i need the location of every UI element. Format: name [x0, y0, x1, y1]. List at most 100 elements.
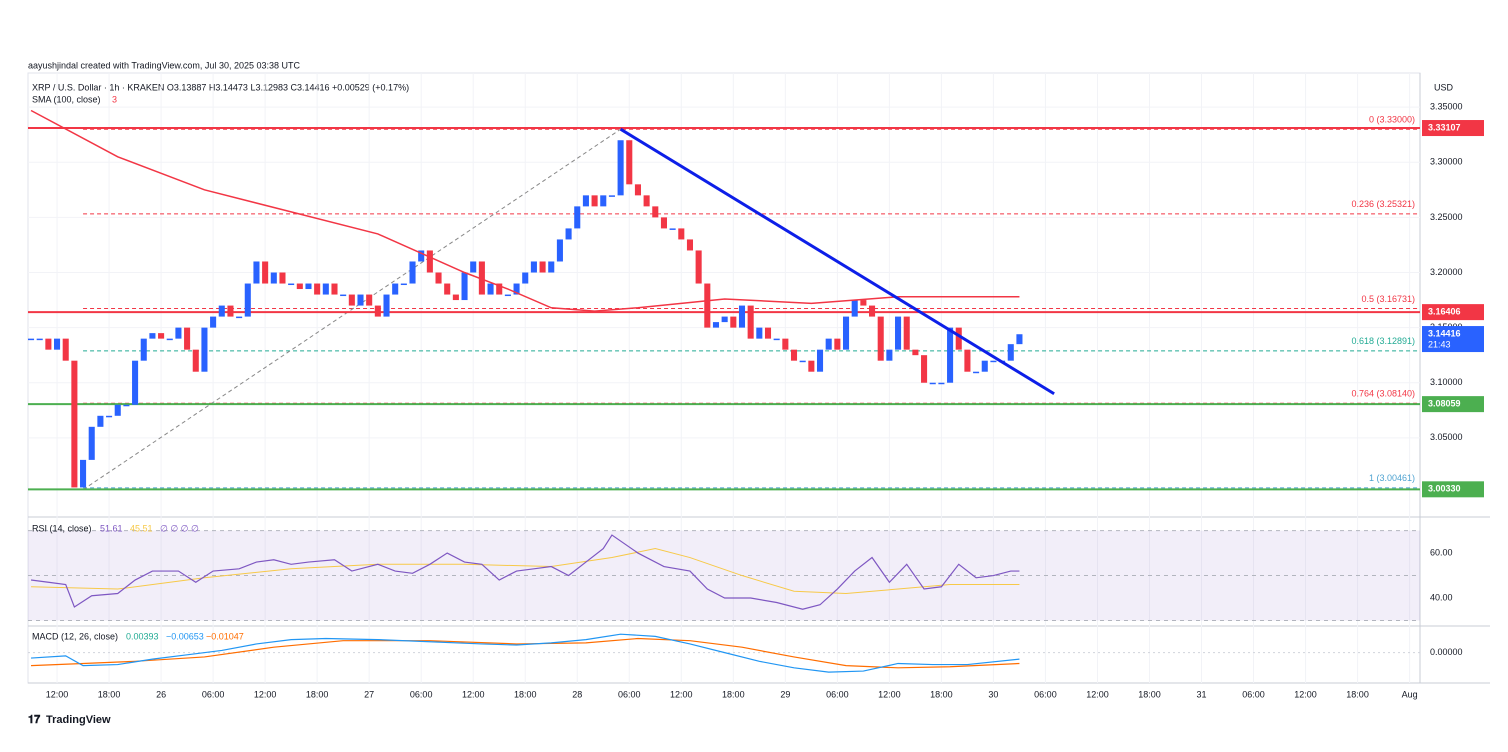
candle [660, 217, 667, 229]
candle [947, 327, 954, 383]
footer-logo: TradingView [46, 714, 111, 726]
last-price-label: 3.14416 [1428, 328, 1461, 338]
x-tick-label: 06:00 [1034, 689, 1057, 699]
candle [990, 360, 997, 363]
countdown: 21:43 [1428, 339, 1451, 349]
logo-mark: 𝟏𝟕 [28, 714, 41, 726]
x-tick-label: 12:00 [670, 689, 693, 699]
y-tick-label: 3.30000 [1430, 157, 1463, 167]
candle [409, 261, 416, 284]
candle [331, 283, 338, 295]
candle [71, 360, 78, 488]
trendline [619, 127, 1055, 396]
macd-reading: −0.00653 [166, 631, 204, 641]
candle [695, 250, 702, 284]
candle [582, 195, 589, 207]
macd-reading: 0.00393 [126, 631, 159, 641]
candle [652, 206, 659, 218]
candle [522, 272, 529, 284]
macd-line [30, 633, 1020, 673]
candle [773, 338, 780, 341]
candle [955, 327, 962, 350]
candle [704, 283, 711, 328]
candle [530, 261, 537, 273]
y-tick-label: 3.35000 [1430, 102, 1463, 112]
candle [513, 283, 520, 295]
rsi-ma [31, 548, 1020, 595]
price-badge-label: 3.33107 [1428, 122, 1461, 132]
x-tick-label: 06:00 [1242, 689, 1265, 699]
candle [895, 316, 902, 350]
candle [496, 283, 503, 295]
candle [166, 338, 173, 341]
x-tick-label: 12:00 [1086, 689, 1109, 699]
macd-reading: −0.01047 [206, 631, 244, 641]
candle [487, 283, 494, 295]
sma-setting: 3 [112, 94, 117, 104]
fib-label: 0 (3.33000) [1369, 115, 1415, 125]
x-tick-label: 18:00 [722, 689, 745, 699]
candle [678, 228, 685, 240]
x-tick-label: 12:00 [46, 689, 69, 699]
candle [262, 261, 269, 284]
candle [383, 294, 390, 317]
rsi-line [30, 534, 1020, 610]
candle [175, 327, 182, 339]
candle [981, 360, 988, 372]
rsi-tick-label: 40.00 [1430, 592, 1453, 602]
candle [556, 239, 563, 262]
x-tick-label: 18:00 [930, 689, 953, 699]
x-tick-label: 27 [364, 689, 374, 699]
candle [730, 316, 737, 328]
x-tick-label: 18:00 [1346, 689, 1369, 699]
candle [877, 316, 884, 361]
y-tick-label: 3.10000 [1430, 377, 1463, 387]
candle [88, 426, 95, 460]
candle [253, 261, 260, 284]
candle [452, 294, 459, 301]
candle [1016, 334, 1023, 345]
candle [340, 294, 347, 297]
candle [236, 316, 243, 319]
candle [938, 382, 945, 385]
candle [149, 333, 156, 339]
candle [461, 272, 468, 301]
macd-signal [31, 637, 1020, 669]
candle [591, 195, 598, 207]
candle [54, 338, 61, 350]
rsi-legend: RSI (14, close) [32, 523, 92, 533]
rsi-tick-label: 60.00 [1430, 547, 1453, 557]
candle [799, 360, 806, 363]
candle [626, 140, 633, 185]
fib-label: 0.5 (3.16731) [1361, 294, 1415, 304]
candle [816, 349, 824, 372]
x-tick-label: 12:00 [878, 689, 901, 699]
rsi-reading: ∅ ∅ ∅ ∅ [160, 523, 199, 533]
candle [921, 355, 928, 383]
x-tick-label: 12:00 [462, 689, 485, 699]
candle [140, 338, 147, 361]
price-badge-label: 3.08059 [1428, 399, 1461, 409]
candle [158, 333, 165, 339]
x-tick-label: 06:00 [618, 689, 641, 699]
candle [808, 360, 815, 372]
candle [45, 338, 52, 350]
price-badge-label: 3.00330 [1428, 484, 1461, 494]
candle [912, 349, 919, 356]
candle [296, 283, 303, 290]
candle [36, 338, 43, 341]
x-tick-label: 12:00 [254, 689, 277, 699]
candle [400, 283, 407, 286]
candle [106, 415, 113, 418]
candle [218, 305, 225, 317]
price-badge-label: 3.16406 [1428, 306, 1461, 316]
candle [62, 338, 69, 361]
fib-label: 0.236 (3.25321) [1351, 199, 1415, 209]
x-tick-label: 18:00 [306, 689, 329, 699]
candle [192, 349, 199, 372]
price-badge [1422, 396, 1484, 413]
candle [314, 283, 321, 295]
candle [574, 206, 581, 229]
candle [504, 294, 511, 297]
